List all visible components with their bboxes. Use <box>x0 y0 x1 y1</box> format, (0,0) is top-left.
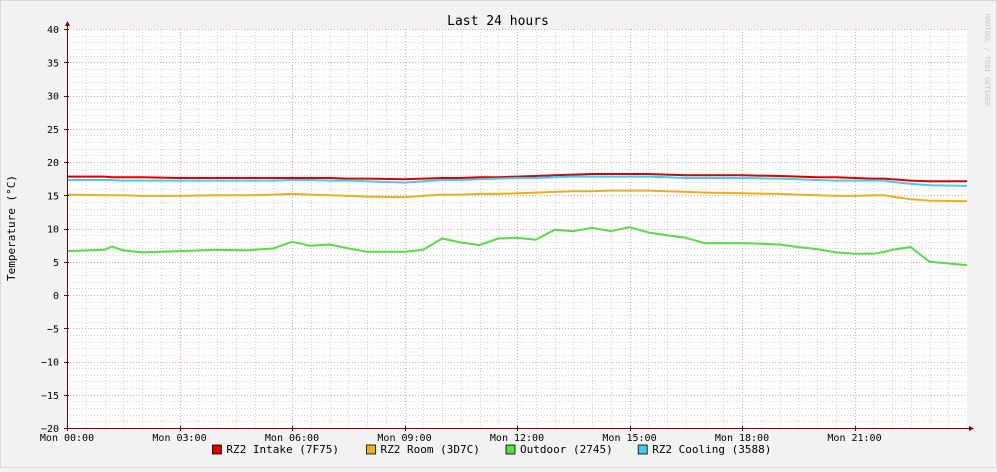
y-axis-label: Temperature (°C) <box>5 175 18 281</box>
legend-swatch-2 <box>505 444 516 455</box>
watermark: RRDTOOL / TOBI OETIKER <box>983 14 991 108</box>
chart-title: Last 24 hours <box>447 14 549 29</box>
x-tick-label: Mon 18:00 <box>715 433 769 444</box>
y-tick-label: 0 <box>53 291 59 302</box>
series-group <box>66 173 968 267</box>
legend-swatch-3 <box>637 444 648 455</box>
legend-label-2: Outdoor (2745) <box>520 443 613 456</box>
y-tick-label: −20 <box>41 424 59 435</box>
series-line-3 <box>67 175 968 187</box>
y-tick-label: −15 <box>41 391 59 402</box>
y-tick-label: −10 <box>41 358 59 369</box>
series-line-2 <box>66 226 968 267</box>
series-line-0 <box>67 173 967 183</box>
legend-label-0: RZ2 Intake (7F75) <box>226 443 339 456</box>
x-tick-label: Mon 03:00 <box>152 433 206 444</box>
y-tick-label: 15 <box>47 191 59 202</box>
series-line-1 <box>66 189 968 203</box>
y-tick-label: 35 <box>47 58 59 69</box>
x-tick-label: Mon 21:00 <box>827 433 881 444</box>
x-tick-label: Mon 09:00 <box>377 433 431 444</box>
y-tick-label: 25 <box>47 125 59 136</box>
legend: RZ2 Intake (7F75) RZ2 Room (3D7C) Outdoor … <box>211 443 771 456</box>
x-tick-label: Mon 15:00 <box>602 433 656 444</box>
axes <box>64 21 974 431</box>
legend-label-3: RZ2 Cooling (3588) <box>652 443 771 456</box>
legend-swatch-0 <box>211 444 222 455</box>
y-tick-label: −5 <box>47 324 59 335</box>
x-tick-label: Mon 00:00 <box>40 433 94 444</box>
x-tick-label: Mon 12:00 <box>490 433 544 444</box>
y-axis-arrow <box>65 21 70 26</box>
legend-label-1: RZ2 Room (3D7C) <box>381 443 480 456</box>
x-tick-label: Mon 06:00 <box>265 433 319 444</box>
y-tick-label: 5 <box>53 258 59 269</box>
y-tick-label: 40 <box>47 25 59 36</box>
y-tick-label: 20 <box>47 158 59 169</box>
x-axis-arrow <box>969 426 974 431</box>
y-tick-label: 10 <box>47 225 59 236</box>
y-tick-label: 30 <box>47 92 59 103</box>
legend-swatch-1 <box>366 444 376 455</box>
